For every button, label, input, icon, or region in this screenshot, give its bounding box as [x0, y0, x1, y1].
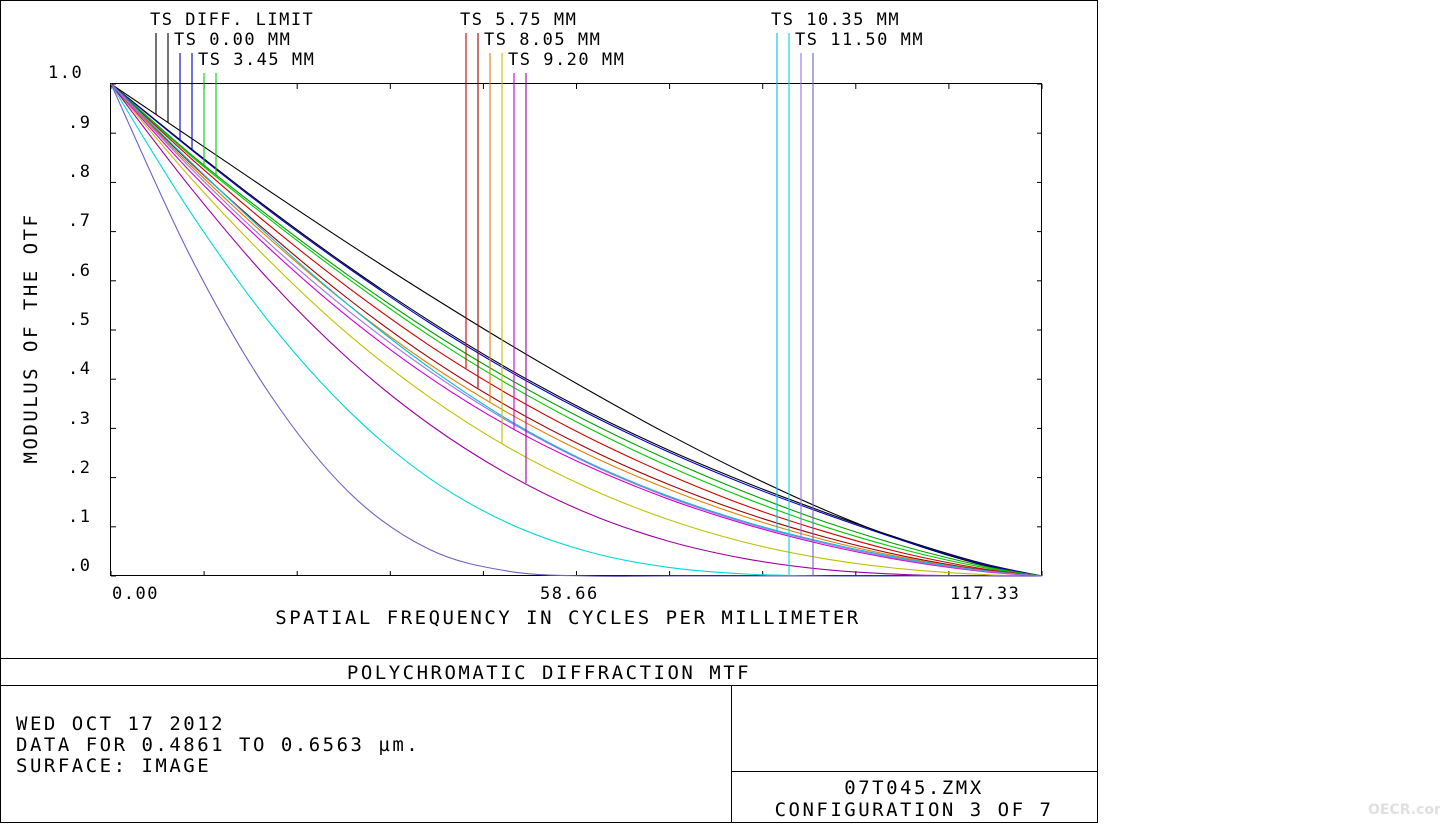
- wavelength-range-text: DATA FOR 0.4861 TO 0.6563 µm.: [16, 734, 420, 756]
- plot-area: [110, 83, 1042, 576]
- legend-label: TS 9.20 MM: [508, 50, 625, 70]
- x-tick-label: 58.66: [540, 584, 599, 604]
- y-tick-label: .7: [68, 211, 91, 231]
- series-line: [110, 83, 1043, 577]
- y-tick-label: .1: [68, 507, 91, 527]
- legend-label: TS 5.75 MM: [460, 10, 577, 30]
- axis-ticks: [110, 83, 1043, 577]
- x-tick-label: 0.00: [112, 584, 159, 604]
- series-line: [110, 83, 1043, 577]
- outer-frame: [0, 0, 1098, 823]
- series-line: [110, 83, 1042, 577]
- watermark-text: OECR.com: [1368, 802, 1440, 818]
- y-tick-label: .3: [68, 409, 91, 429]
- series-line: [110, 83, 1043, 577]
- x-tick-label: 117.33: [950, 584, 1020, 604]
- x-axis-title: SPATIAL FREQUENCY IN CYCLES PER MILLIMET…: [275, 607, 860, 629]
- chart-title: POLYCHROMATIC DIFFRACTION MTF: [347, 662, 751, 684]
- y-axis-title: MODULUS OF THE OTF: [20, 213, 42, 464]
- series-line: [110, 83, 1043, 577]
- legend-label: TS 11.50 MM: [795, 30, 924, 50]
- series-line: [110, 83, 1043, 577]
- legend-label: TS DIFF. LIMIT: [150, 10, 314, 30]
- y-tick-label: .4: [68, 359, 91, 379]
- surface-text: SURFACE: IMAGE: [16, 755, 211, 777]
- file-name-text: 07T045.ZMX: [844, 777, 983, 799]
- y-tick-label: 1.0: [48, 63, 83, 83]
- series-line: [110, 83, 1043, 577]
- y-tick-label: .0: [68, 556, 91, 576]
- legend-label: TS 3.45 MM: [198, 50, 315, 70]
- series-line: [110, 83, 1042, 577]
- y-tick-label: .2: [68, 458, 91, 478]
- series-line: [110, 83, 1043, 577]
- legend-label: TS 0.00 MM: [174, 30, 291, 50]
- y-tick-label: .9: [68, 113, 91, 133]
- series-line: [110, 83, 1043, 577]
- date-text: WED OCT 17 2012: [16, 713, 225, 735]
- series-group: [110, 83, 1043, 577]
- y-tick-label: .8: [68, 162, 91, 182]
- series-line: [110, 83, 1043, 577]
- series-line: [110, 83, 1043, 577]
- series-line: [110, 83, 1043, 577]
- configuration-text: CONFIGURATION 3 OF 7: [775, 799, 1054, 821]
- y-tick-label: .5: [68, 310, 91, 330]
- series-line: [110, 83, 1043, 577]
- y-tick-label: .6: [68, 261, 91, 281]
- legend-label: TS 8.05 MM: [484, 30, 601, 50]
- legend-label: TS 10.35 MM: [771, 10, 900, 30]
- series-line: [110, 83, 1043, 577]
